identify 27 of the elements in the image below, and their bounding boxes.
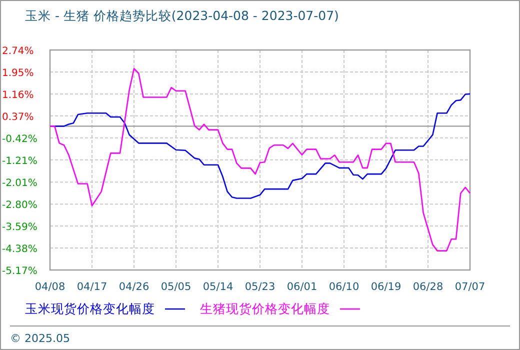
chart-title: 玉米 - 生猪 价格趋势比较(2023-04-08 - 2023-07-07): [25, 8, 339, 23]
y-tick-label: -2.80%: [2, 200, 38, 212]
x-tick-label: 04/17: [76, 281, 108, 293]
y-tick-label: -4.38%: [2, 244, 38, 256]
text: © 2025.05: [10, 332, 70, 345]
y-tick-label: 2.74%: [2, 46, 34, 57]
y-tick-label: -5.17%: [2, 266, 38, 277]
x-tick-label: 05/05: [160, 281, 192, 293]
y-tick-label: 1.16%: [2, 90, 34, 101]
x-tick-label: 06/10: [328, 281, 360, 293]
x-tick-label: 04/08: [34, 281, 66, 293]
legend-label: 玉米现货价格变化幅度: [25, 301, 155, 316]
x-tick-label: 07/07: [454, 281, 486, 293]
y-tick-label: -3.59%: [2, 222, 38, 234]
x-tick-label: 04/26: [118, 281, 150, 293]
y-tick-label: 0.37%: [2, 112, 34, 123]
legend-label: 生猪现货价格变化幅度: [200, 301, 330, 316]
y-tick-label: -0.42%: [2, 134, 38, 145]
x-tick-label: 05/14: [202, 281, 234, 293]
x-tick-label: 05/23: [244, 281, 276, 293]
y-tick-label: 1.95%: [2, 68, 34, 79]
line-series: [49, 68, 471, 252]
y-tick-label: -1.21%: [2, 156, 38, 167]
x-tick-label: 06/19: [370, 281, 402, 293]
x-tick-label: 06/28: [412, 281, 444, 293]
y-tick-label: -2.01%: [2, 178, 38, 190]
x-tick-label: 06/01: [286, 281, 318, 293]
